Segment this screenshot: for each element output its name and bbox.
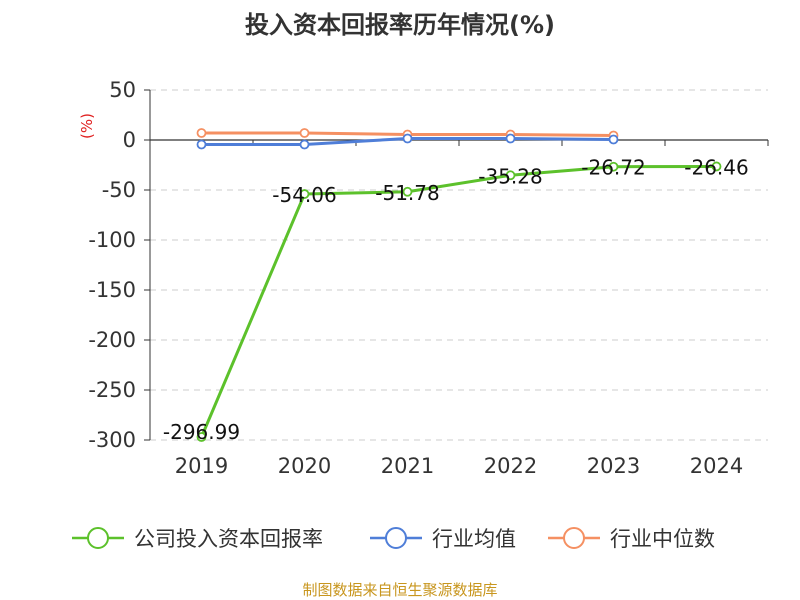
data-point xyxy=(196,432,207,442)
data-point xyxy=(505,170,516,181)
data-point xyxy=(402,133,413,144)
data-label: -26.72 xyxy=(581,156,645,180)
x-tick-label: 2023 xyxy=(587,454,640,478)
chart-title: 投入资本回报率历年情况(%) xyxy=(245,11,555,39)
gridlines xyxy=(150,89,768,441)
legend-marker xyxy=(87,527,109,549)
legend-label: 行业均值 xyxy=(432,527,516,551)
data-point xyxy=(505,133,516,144)
y-tick-label: -300 xyxy=(88,428,136,452)
x-tick-label: 2024 xyxy=(690,454,743,478)
data-point xyxy=(299,128,310,138)
legend: 公司投入资本回报率 行业均值 行业中位数 xyxy=(72,527,715,551)
data-point xyxy=(196,128,207,138)
x-tick-label: 2020 xyxy=(278,454,331,478)
data-point xyxy=(711,161,722,172)
y-tick-label: -200 xyxy=(88,328,136,352)
data-point xyxy=(196,139,207,150)
data-point xyxy=(299,139,310,150)
y-tick-label: 0 xyxy=(123,128,136,152)
data-point xyxy=(608,161,619,172)
x-tick-label: 2022 xyxy=(484,454,537,478)
data-source: 制图数据来自恒生聚源数据库 xyxy=(302,581,497,599)
y-tick-label: -250 xyxy=(88,378,136,402)
series-line xyxy=(200,164,717,438)
x-tick-label: 2021 xyxy=(381,454,434,478)
data-point xyxy=(608,134,619,145)
legend-label: 行业中位数 xyxy=(610,527,715,551)
y-tick-label: -150 xyxy=(88,278,136,302)
data-point xyxy=(299,189,310,199)
legend-label: 公司投入资本回报率 xyxy=(134,527,323,551)
y-tick-label: -50 xyxy=(102,178,136,202)
data-label: -54.06 xyxy=(272,183,336,207)
y-axis-unit: (%) xyxy=(78,113,96,139)
data-label: -26.46 xyxy=(684,155,748,179)
x-tick-label: 2019 xyxy=(175,454,228,478)
data-label: -296.99 xyxy=(163,420,240,444)
legend-marker xyxy=(563,527,585,549)
data-labels: -296.99 -54.06 -51.78 -35.28 -26.72 -26.46 xyxy=(163,155,749,444)
axes: 50 0 -50 -100 -150 -200 -250 -300 2019 2020 2021 20… xyxy=(88,78,769,478)
data-label: -35.28 xyxy=(478,164,542,188)
data-point xyxy=(402,186,413,197)
legend-marker xyxy=(385,527,407,549)
y-tick-label: -100 xyxy=(88,228,136,252)
y-tick-label: 50 xyxy=(109,78,136,102)
data-label: -51.78 xyxy=(375,181,439,205)
series-lines xyxy=(196,128,722,442)
